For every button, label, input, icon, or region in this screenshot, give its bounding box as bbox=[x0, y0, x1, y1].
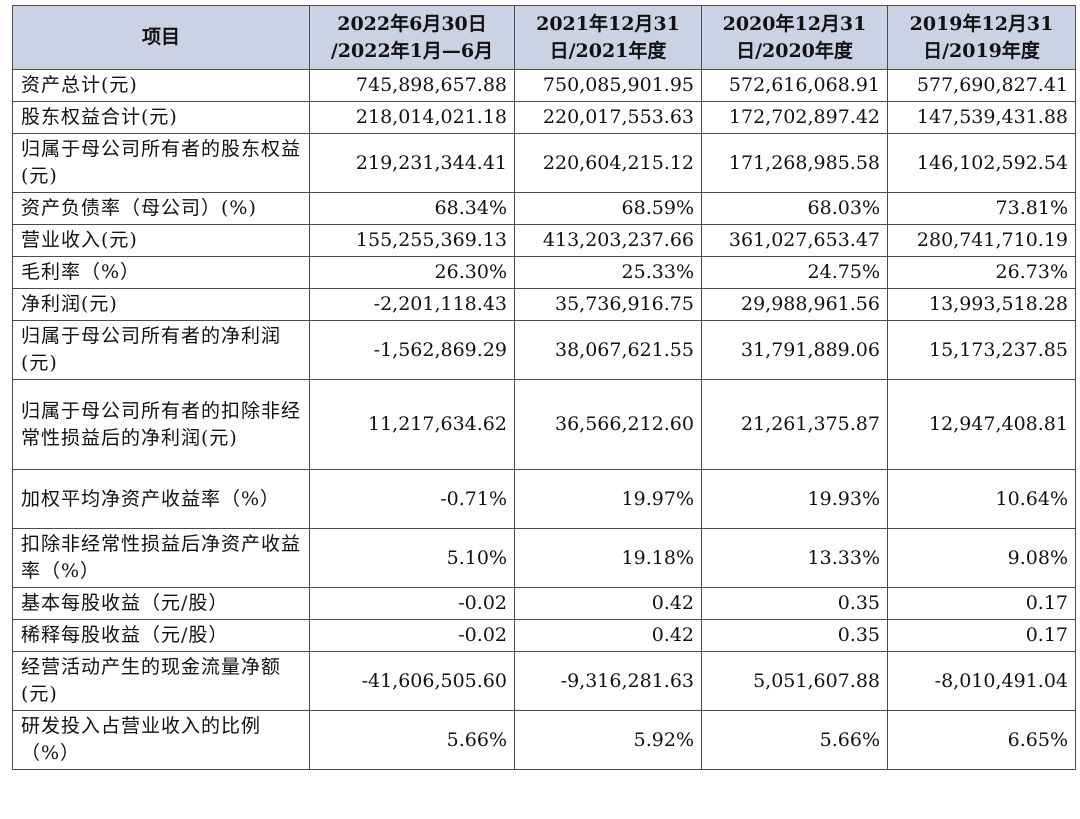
cell-value: 13,993,518.28 bbox=[887, 288, 1076, 321]
row-label: 净利润(元) bbox=[12, 288, 310, 321]
cell-value: 15,173,237.85 bbox=[887, 320, 1076, 380]
header-col-2022h1: 2022年6月30日/2022年1月—6月 bbox=[309, 5, 515, 70]
cell-value: 5.66% bbox=[309, 710, 515, 770]
cell-value: 218,014,021.18 bbox=[309, 101, 515, 134]
cell-value: 147,539,431.88 bbox=[887, 101, 1076, 134]
header-col-2019: 2019年12月31 日/2019年度 bbox=[887, 5, 1076, 70]
cell-value: 5.66% bbox=[701, 710, 888, 770]
cell-value: 5.10% bbox=[309, 528, 515, 588]
cell-value: 68.59% bbox=[514, 192, 702, 225]
cell-value: 31,791,889.06 bbox=[701, 320, 888, 380]
cell-value: 29,988,961.56 bbox=[701, 288, 888, 321]
cell-value: 26.30% bbox=[309, 256, 515, 289]
row-label: 股东权益合计(元) bbox=[12, 101, 310, 134]
cell-value: 0.35 bbox=[701, 587, 888, 620]
table-row: 归属于母公司所有者的净利润(元) -1,562,869.29 38,067,62… bbox=[12, 320, 1076, 380]
cell-value: 219,231,344.41 bbox=[309, 133, 515, 193]
cell-value: 25.33% bbox=[514, 256, 702, 289]
cell-value: -2,201,118.43 bbox=[309, 288, 515, 321]
cell-value: 9.08% bbox=[887, 528, 1076, 588]
cell-value: -0.02 bbox=[309, 587, 515, 620]
table-header: 项目 2022年6月30日/2022年1月—6月 2021年12月31 日/202… bbox=[12, 5, 1076, 70]
cell-value: 361,027,653.47 bbox=[701, 224, 888, 257]
cell-value: 0.42 bbox=[514, 619, 702, 652]
row-label: 资产总计(元) bbox=[12, 69, 310, 102]
cell-value: 26.73% bbox=[887, 256, 1076, 289]
cell-value: 146,102,592.54 bbox=[887, 133, 1076, 193]
table-row: 扣除非经常性损益后净资产收益率（%） 5.10% 19.18% 13.33% 9… bbox=[12, 528, 1076, 588]
row-label: 营业收入(元) bbox=[12, 224, 310, 257]
cell-value: 750,085,901.95 bbox=[514, 69, 702, 102]
row-label: 资产负债率（母公司）(%) bbox=[12, 192, 310, 225]
table-row: 经营活动产生的现金流量净额(元) -41,606,505.60 -9,316,2… bbox=[12, 651, 1076, 711]
cell-value: 572,616,068.91 bbox=[701, 69, 888, 102]
cell-value: 19.93% bbox=[701, 469, 888, 529]
cell-value: 280,741,710.19 bbox=[887, 224, 1076, 257]
table-row: 营业收入(元) 155,255,369.13 413,203,237.66 36… bbox=[12, 224, 1076, 257]
table-body: 资产总计(元) 745,898,657.88 750,085,901.95 57… bbox=[12, 69, 1076, 770]
row-label: 稀释每股收益（元/股） bbox=[12, 619, 310, 652]
cell-value: 11,217,634.62 bbox=[309, 379, 515, 470]
cell-value: 172,702,897.42 bbox=[701, 101, 888, 134]
table-row: 稀释每股收益（元/股） -0.02 0.42 0.35 0.17 bbox=[12, 619, 1076, 652]
table-row: 归属于母公司所有者的扣除非经常性损益后的净利润(元) 11,217,634.62… bbox=[12, 379, 1076, 470]
row-label: 加权平均净资产收益率（%） bbox=[12, 469, 310, 529]
cell-value: 68.34% bbox=[309, 192, 515, 225]
table-row: 资产负债率（母公司）(%) 68.34% 68.59% 68.03% 73.81… bbox=[12, 192, 1076, 225]
table-row: 资产总计(元) 745,898,657.88 750,085,901.95 57… bbox=[12, 69, 1076, 102]
cell-value: 19.18% bbox=[514, 528, 702, 588]
cell-value: 155,255,369.13 bbox=[309, 224, 515, 257]
cell-value: 171,268,985.58 bbox=[701, 133, 888, 193]
row-label: 经营活动产生的现金流量净额(元) bbox=[12, 651, 310, 711]
table-row: 股东权益合计(元) 218,014,021.18 220,017,553.63 … bbox=[12, 101, 1076, 134]
row-label: 基本每股收益（元/股） bbox=[12, 587, 310, 620]
header-row: 项目 2022年6月30日/2022年1月—6月 2021年12月31 日/202… bbox=[12, 5, 1076, 70]
cell-value: 21,261,375.87 bbox=[701, 379, 888, 470]
cell-value: 220,604,215.12 bbox=[514, 133, 702, 193]
cell-value: 577,690,827.41 bbox=[887, 69, 1076, 102]
header-col-2020: 2020年12月31 日/2020年度 bbox=[701, 5, 888, 70]
cell-value: 745,898,657.88 bbox=[309, 69, 515, 102]
cell-value: 0.17 bbox=[887, 587, 1076, 620]
cell-value: -0.71% bbox=[309, 469, 515, 529]
cell-value: 10.64% bbox=[887, 469, 1076, 529]
row-label: 毛利率（%） bbox=[12, 256, 310, 289]
row-label: 研发投入占营业收入的比例（%） bbox=[12, 710, 310, 770]
table-row: 加权平均净资产收益率（%） -0.71% 19.97% 19.93% 10.64… bbox=[12, 469, 1076, 529]
cell-value: 68.03% bbox=[701, 192, 888, 225]
cell-value: 24.75% bbox=[701, 256, 888, 289]
header-col-2021: 2021年12月31 日/2021年度 bbox=[514, 5, 702, 70]
table-row: 净利润(元) -2,201,118.43 35,736,916.75 29,98… bbox=[12, 288, 1076, 321]
cell-value: -9,316,281.63 bbox=[514, 651, 702, 711]
cell-value: 220,017,553.63 bbox=[514, 101, 702, 134]
cell-value: 19.97% bbox=[514, 469, 702, 529]
row-label: 归属于母公司所有者的扣除非经常性损益后的净利润(元) bbox=[12, 379, 310, 470]
cell-value: 38,067,621.55 bbox=[514, 320, 702, 380]
cell-value: -1,562,869.29 bbox=[309, 320, 515, 380]
cell-value: 73.81% bbox=[887, 192, 1076, 225]
cell-value: -8,010,491.04 bbox=[887, 651, 1076, 711]
cell-value: 413,203,237.66 bbox=[514, 224, 702, 257]
row-label: 归属于母公司所有者的股东权益(元) bbox=[12, 133, 310, 193]
cell-value: 5.92% bbox=[514, 710, 702, 770]
row-label: 归属于母公司所有者的净利润(元) bbox=[12, 320, 310, 380]
row-label: 扣除非经常性损益后净资产收益率（%） bbox=[12, 528, 310, 588]
cell-value: 0.42 bbox=[514, 587, 702, 620]
table-row: 研发投入占营业收入的比例（%） 5.66% 5.92% 5.66% 6.65% bbox=[12, 710, 1076, 770]
cell-value: 36,566,212.60 bbox=[514, 379, 702, 470]
table-row: 毛利率（%） 26.30% 25.33% 24.75% 26.73% bbox=[12, 256, 1076, 289]
cell-value: 13.33% bbox=[701, 528, 888, 588]
cell-value: 0.35 bbox=[701, 619, 888, 652]
cell-value: -41,606,505.60 bbox=[309, 651, 515, 711]
financial-indicators-table: 项目 2022年6月30日/2022年1月—6月 2021年12月31 日/202… bbox=[12, 5, 1076, 770]
cell-value: 35,736,916.75 bbox=[514, 288, 702, 321]
cell-value: 0.17 bbox=[887, 619, 1076, 652]
table-row: 归属于母公司所有者的股东权益(元) 219,231,344.41 220,604… bbox=[12, 133, 1076, 193]
table-row: 基本每股收益（元/股） -0.02 0.42 0.35 0.17 bbox=[12, 587, 1076, 620]
header-item: 项目 bbox=[12, 5, 310, 70]
cell-value: 12,947,408.81 bbox=[887, 379, 1076, 470]
cell-value: 6.65% bbox=[887, 710, 1076, 770]
cell-value: -0.02 bbox=[309, 619, 515, 652]
cell-value: 5,051,607.88 bbox=[701, 651, 888, 711]
